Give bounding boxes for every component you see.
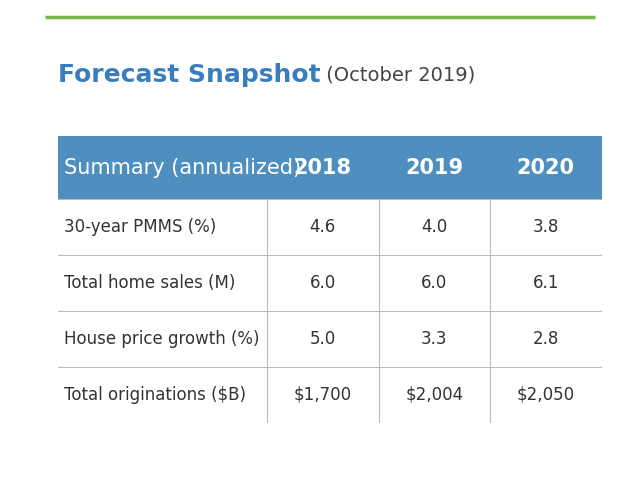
Text: Total originations ($B): Total originations ($B): [64, 386, 246, 404]
Text: 6.0: 6.0: [421, 274, 447, 292]
Text: 2018: 2018: [294, 157, 352, 178]
Text: Summary (annualized): Summary (annualized): [64, 157, 301, 178]
Text: $1,700: $1,700: [294, 386, 352, 404]
Bar: [58, 367, 602, 423]
Text: 2.8: 2.8: [532, 330, 559, 348]
Text: 4.0: 4.0: [421, 218, 447, 236]
Text: Forecast Snapshot: Forecast Snapshot: [58, 63, 320, 87]
Text: $2,004: $2,004: [405, 386, 463, 404]
Bar: [58, 311, 602, 367]
Text: House price growth (%): House price growth (%): [64, 330, 260, 348]
Bar: [58, 199, 602, 255]
Text: 4.6: 4.6: [310, 218, 336, 236]
Text: 30-year PMMS (%): 30-year PMMS (%): [64, 218, 216, 236]
Text: 5.0: 5.0: [310, 330, 336, 348]
Bar: [58, 255, 602, 311]
Text: 3.8: 3.8: [532, 218, 559, 236]
Bar: [58, 136, 602, 199]
Text: Total home sales (M): Total home sales (M): [64, 274, 236, 292]
Text: 2019: 2019: [405, 157, 463, 178]
Text: $2,050: $2,050: [516, 386, 575, 404]
Text: 3.3: 3.3: [421, 330, 447, 348]
Text: 6.1: 6.1: [532, 274, 559, 292]
Text: 6.0: 6.0: [310, 274, 336, 292]
Text: (October 2019): (October 2019): [320, 66, 476, 85]
Text: 2020: 2020: [517, 157, 575, 178]
